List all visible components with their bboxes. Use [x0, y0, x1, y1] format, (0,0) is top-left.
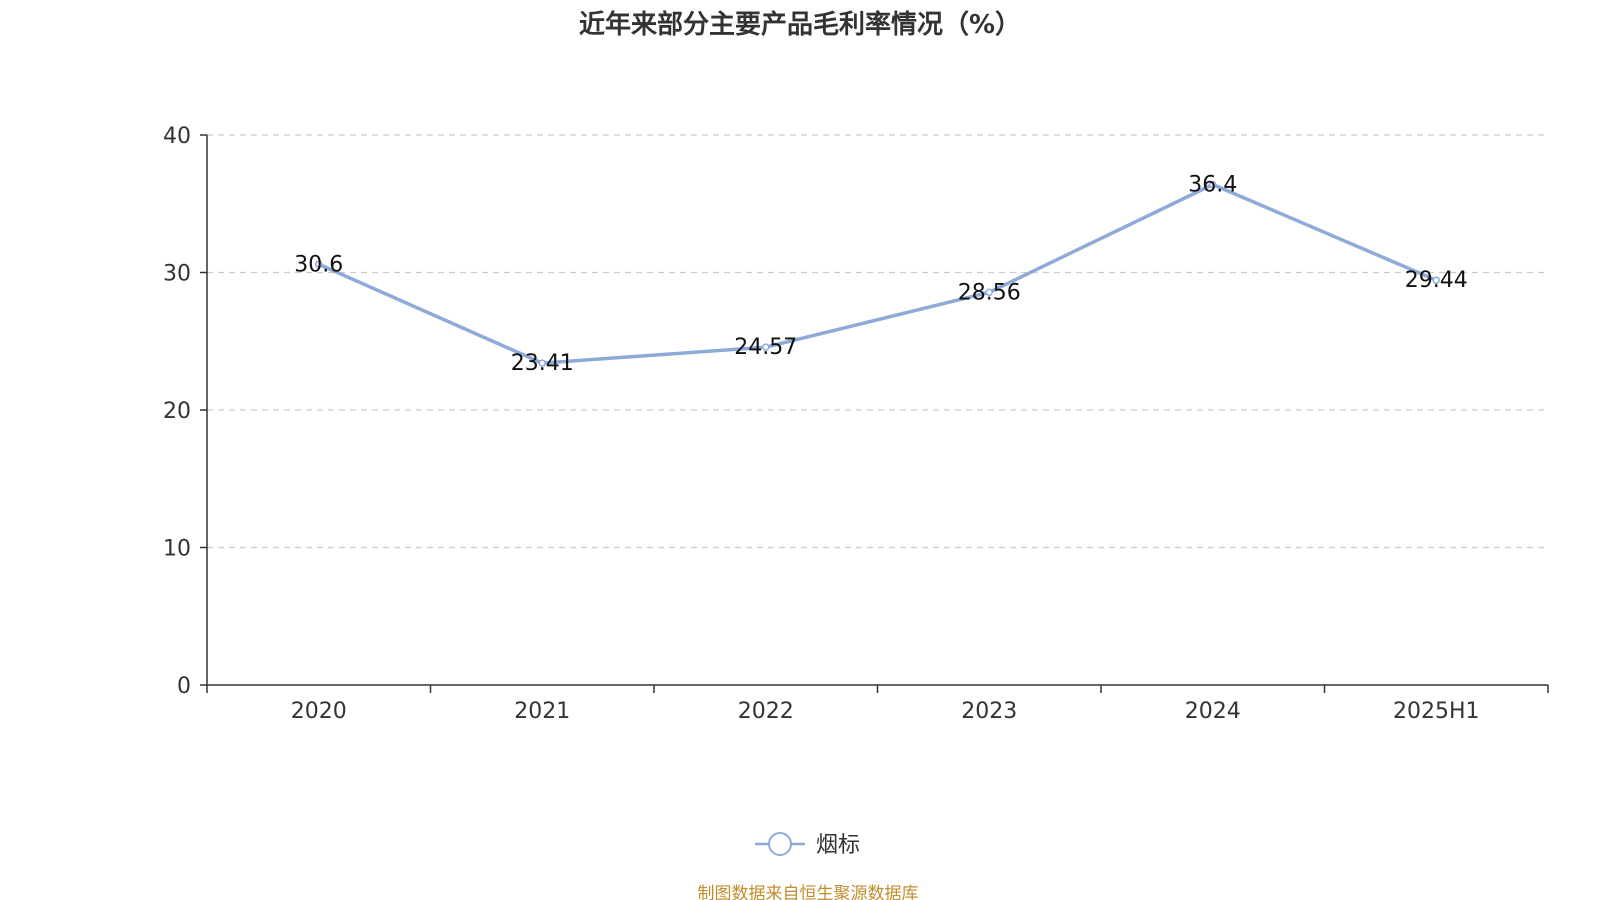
data-label-2021: 23.41 — [511, 351, 574, 376]
x-tick-label-2023: 2023 — [961, 699, 1017, 724]
y-tick-label-0: 0 — [177, 674, 191, 699]
x-tick-label-2022: 2022 — [738, 699, 794, 724]
data-labels: 30.6 23.41 24.57 28.56 36.4 29.44 — [294, 173, 1467, 377]
y-tick-label-30: 30 — [163, 262, 191, 287]
gridlines — [207, 134, 1548, 549]
legend[interactable]: 烟标 — [755, 832, 860, 858]
axes: 0 10 20 30 40 2020 2021 2022 2023 2024 2025H1 — [163, 124, 1549, 724]
data-point-2022 — [762, 343, 770, 351]
x-tick-label-2020: 2020 — [291, 699, 347, 724]
y-tick-label-20: 20 — [163, 399, 191, 424]
source-note: 制图数据来自恒生聚源数据库 — [698, 884, 919, 900]
data-label-2025H1: 29.44 — [1405, 268, 1468, 293]
y-tick-label-40: 40 — [163, 124, 191, 149]
x-tick-label-2025H1: 2025H1 — [1393, 699, 1480, 724]
data-label-2022: 24.57 — [734, 335, 797, 360]
data-point-2020 — [315, 260, 323, 268]
data-point-2025H1 — [1432, 276, 1440, 284]
x-tick-label-2021: 2021 — [514, 699, 570, 724]
x-tick-label-2024: 2024 — [1185, 699, 1241, 724]
series-layer — [315, 180, 1440, 367]
legend-marker-icon — [768, 832, 792, 856]
data-point-2021 — [538, 359, 546, 367]
chart-title: 近年来部分主要产品毛利率情况（%） — [579, 9, 1021, 40]
data-label-2023: 28.56 — [958, 280, 1021, 305]
data-point-2024 — [1209, 180, 1217, 189]
legend-label: 烟标 — [816, 833, 860, 858]
data-label-2024: 36.4 — [1188, 173, 1237, 198]
data-point-2023 — [985, 288, 993, 297]
series-line-0 — [317, 182, 1438, 365]
data-label-2020: 30.6 — [294, 252, 343, 277]
y-tick-label-10: 10 — [163, 537, 191, 562]
